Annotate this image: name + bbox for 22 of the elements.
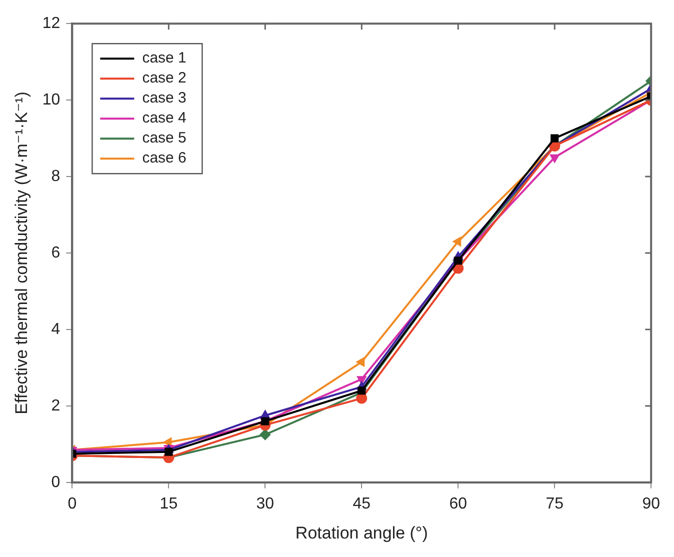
legend-label: case 2 (142, 70, 186, 87)
legend-label: case 3 (142, 90, 186, 107)
x-axis-title: Rotation angle (°) (295, 523, 428, 542)
x-tick-label: 75 (546, 495, 564, 512)
y-tick-label: 12 (42, 15, 60, 32)
y-tick-label: 2 (51, 397, 60, 414)
x-tick-label: 45 (352, 495, 371, 512)
x-tick-label: 90 (642, 495, 660, 512)
y-tick-label: 10 (42, 91, 60, 108)
legend-label: case 5 (142, 130, 186, 147)
y-tick-label: 4 (51, 320, 60, 338)
y-tick-label: 6 (51, 244, 60, 262)
x-tick-label: 0 (68, 495, 77, 512)
y-tick-label: 8 (51, 168, 60, 185)
x-tick-label: 60 (449, 495, 468, 512)
legend-label: case 4 (142, 110, 186, 127)
legend-label: case 1 (142, 50, 186, 67)
legend-label: case 6 (142, 150, 186, 167)
x-tick-label: 15 (160, 495, 178, 512)
y-tick-label: 0 (51, 474, 60, 491)
x-tick-label: 30 (256, 495, 274, 512)
y-axis-title: Effective thermal comductivity (W·m⁻¹·K⁻¹) (12, 92, 31, 414)
